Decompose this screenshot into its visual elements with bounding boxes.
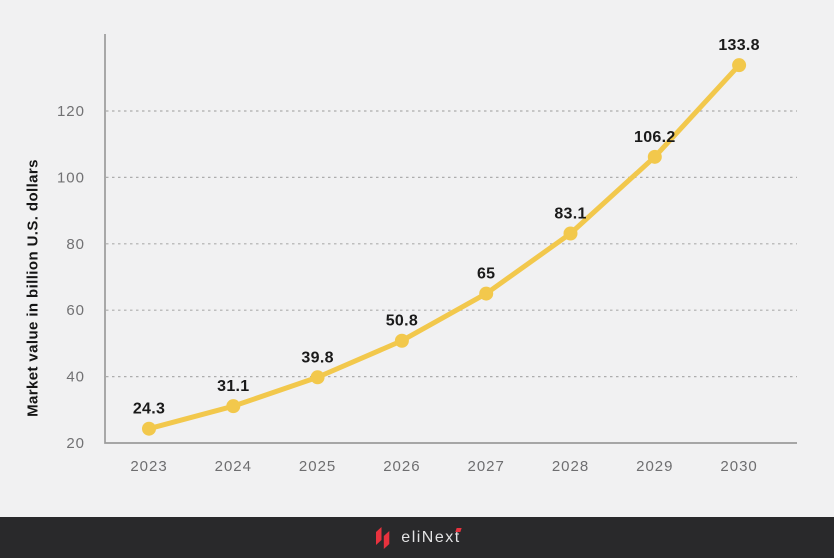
x-tick-label: 2026 [383,458,420,475]
elinext-logo-icon [376,526,390,549]
data-point-label: 24.3 [133,401,165,418]
y-tick-label: 80 [66,236,85,253]
axis-lines [104,34,797,444]
data-point-label: 31.1 [217,378,249,395]
data-point-marker [732,58,747,73]
series-line [146,62,742,432]
x-tick-label: 2027 [468,458,505,475]
data-point-marker [226,399,241,414]
data-point-label: 83.1 [554,206,586,223]
data-point-marker [394,333,409,348]
x-tick-label: 2025 [299,458,336,475]
x-tick-label: 2030 [720,458,757,475]
data-point-label: 106.2 [634,129,676,146]
footer: eliNext [0,517,834,558]
y-tick-label: 40 [66,369,85,386]
data-point-marker [563,226,578,241]
y-tick-label: 20 [66,435,85,452]
data-point-marker [647,149,662,164]
y-axis-title: Market value in billion U.S. dollars [24,159,42,417]
line-chart-plot: 20 40 60 80 100 120 2023 2024 2025 2026 2027 2028 20… [57,34,797,475]
data-point-label: 39.8 [301,349,333,366]
data-point-marker [142,421,156,436]
x-tick-label: 2024 [215,458,252,475]
brand-name-text: eliNext [401,528,461,546]
brand-name: eliNext [401,527,462,547]
y-tick-label: 60 [66,302,85,319]
data-point-marker [310,370,325,385]
market-value-chart: 20 40 60 80 100 120 2023 2024 2025 2026 2027 2028 20… [24,34,797,475]
data-point-label: 50.8 [386,313,418,330]
data-point-label: 133.8 [718,37,760,54]
brand-accent [455,527,462,532]
data-point-marker [479,286,494,301]
x-tick-label: 2023 [130,458,167,475]
y-tick-label: 120 [57,103,85,120]
brand-logo: eliNext [373,525,462,551]
x-tick-label: 2029 [636,458,673,475]
y-tick-label: 100 [57,169,85,186]
x-tick-label: 2028 [552,458,589,475]
data-point-label: 65 [477,266,495,283]
